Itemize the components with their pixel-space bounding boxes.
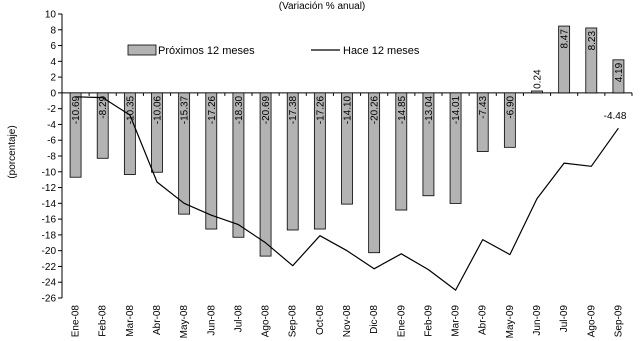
x-tick-label: Ene-09 — [396, 305, 407, 338]
y-tick-label: -12 — [42, 183, 57, 194]
x-tick-label: Mar-08 — [125, 305, 136, 337]
x-tick-label: Jul-09 — [559, 305, 570, 333]
y-tick-label: -16 — [42, 215, 57, 226]
chart-subtitle: (Variación % anual) — [279, 1, 366, 12]
bar-series — [69, 25, 625, 257]
bar-data-label: 8.23 — [587, 31, 598, 51]
bar-data-label: -17.38 — [288, 95, 299, 124]
bar — [96, 92, 109, 159]
y-tick-label: 0 — [50, 88, 56, 99]
x-tick-label: Feb-08 — [98, 305, 109, 337]
x-tick-label: Ago-09 — [586, 305, 597, 338]
x-tick-label: Nov-08 — [342, 305, 353, 338]
bar-data-label: -17.26 — [315, 95, 326, 124]
y-tick-label: -2 — [47, 104, 56, 115]
y-tick-label: 4 — [50, 57, 56, 68]
y-tick-label: -18 — [42, 230, 57, 241]
bar-data-label: -10.06 — [153, 95, 164, 124]
bar — [341, 92, 353, 205]
bar-data-label: -20.26 — [370, 95, 381, 124]
x-tick-label: Abr-09 — [478, 305, 489, 335]
bar — [151, 92, 163, 173]
bar — [503, 92, 516, 148]
bar — [313, 92, 326, 230]
bar-data-label: -14.10 — [343, 95, 354, 124]
x-tick-label: Feb-09 — [423, 305, 434, 337]
y-tick-label: 6 — [50, 41, 56, 52]
bar — [205, 92, 218, 230]
x-tick-label: Jun-08 — [206, 305, 217, 336]
y-tick-label: 10 — [45, 10, 57, 21]
axes: 10 8 6 4 2 0 -2 -4 -6 -8 -10 -12 -14 -16 -18 -20 -22 -24 -… — [42, 10, 633, 339]
bar — [585, 27, 598, 94]
bar-data-label: -14.01 — [451, 95, 462, 124]
x-tick-label: May-09 — [505, 305, 516, 339]
x-tick-label: Abr-08 — [152, 305, 163, 335]
bar-data-label: -10.35 — [125, 95, 136, 124]
legend-line-label: Hace 12 meses — [343, 45, 420, 57]
bar-data-label: -13.04 — [424, 95, 435, 124]
y-tick-label: -6 — [47, 136, 56, 147]
x-tick-label: Sep-09 — [613, 305, 624, 338]
bar-data-label: 4.19 — [614, 62, 625, 82]
bar-data-label: -14.85 — [397, 95, 408, 124]
bar-data-label: -15.37 — [180, 95, 191, 124]
line-hace-12-meses — [75, 96, 619, 291]
legend-bar-label: Próximos 12 meses — [158, 45, 255, 57]
bar — [178, 92, 191, 215]
x-tick-label: Dic-08 — [369, 305, 380, 334]
bar — [286, 92, 299, 231]
bar-data-label: -7.43 — [478, 95, 489, 118]
y-tick-label: 8 — [50, 25, 56, 36]
bar — [449, 92, 462, 204]
x-tick-label: Ago-08 — [261, 305, 272, 338]
data-labels: -10.69 -8.29 -10.35 -10.06 -15.37 -17.26 -18.3… — [71, 29, 627, 125]
x-tick-label: Ene-08 — [71, 305, 82, 338]
bar — [395, 92, 408, 211]
bar — [259, 92, 272, 257]
bar — [612, 59, 625, 94]
bar — [531, 90, 543, 94]
bar — [368, 92, 381, 254]
y-tick-label: -8 — [47, 152, 56, 163]
bar — [232, 92, 245, 238]
y-tick-label: -10 — [42, 167, 57, 178]
bar — [476, 92, 489, 152]
bar-data-label: -10.69 — [71, 95, 82, 124]
x-tick-label: Sep-08 — [288, 305, 299, 338]
bar — [558, 25, 571, 94]
y-tick-label: -14 — [42, 199, 57, 210]
line-end-label: -4.48 — [604, 111, 627, 122]
line-series — [75, 96, 619, 291]
bar — [123, 92, 136, 175]
bar-data-label: -6.90 — [505, 95, 516, 118]
x-tick-label: May-08 — [179, 305, 190, 339]
bar-data-label: 0.24 — [533, 69, 544, 89]
y-tick-label: -4 — [47, 120, 56, 131]
x-tick-label: Mar-09 — [451, 305, 462, 337]
bar — [422, 92, 435, 197]
y-tick-label: -26 — [42, 294, 57, 305]
y-tick-label: 2 — [50, 73, 56, 84]
bar-data-label: -20.69 — [261, 95, 272, 124]
bar-data-label: -17.26 — [207, 95, 218, 124]
x-tick-label: Oct-08 — [315, 305, 326, 335]
y-tick-label: -20 — [42, 246, 57, 257]
x-tick-label: Jun-09 — [532, 305, 543, 336]
y-axis-label: (porcentaje) — [7, 125, 18, 178]
bar-data-label: -8.29 — [98, 95, 109, 118]
bar — [69, 92, 82, 178]
x-tick-label: Jul-08 — [233, 305, 244, 333]
y-tick-label: -22 — [42, 262, 57, 273]
bar-data-label: 8.47 — [560, 29, 571, 49]
legend-bar-swatch — [127, 44, 157, 56]
legend: Próximos 12 meses Hace 12 meses — [127, 44, 420, 57]
y-tick-label: -24 — [42, 278, 57, 289]
bar-data-label: -18.30 — [234, 95, 245, 124]
